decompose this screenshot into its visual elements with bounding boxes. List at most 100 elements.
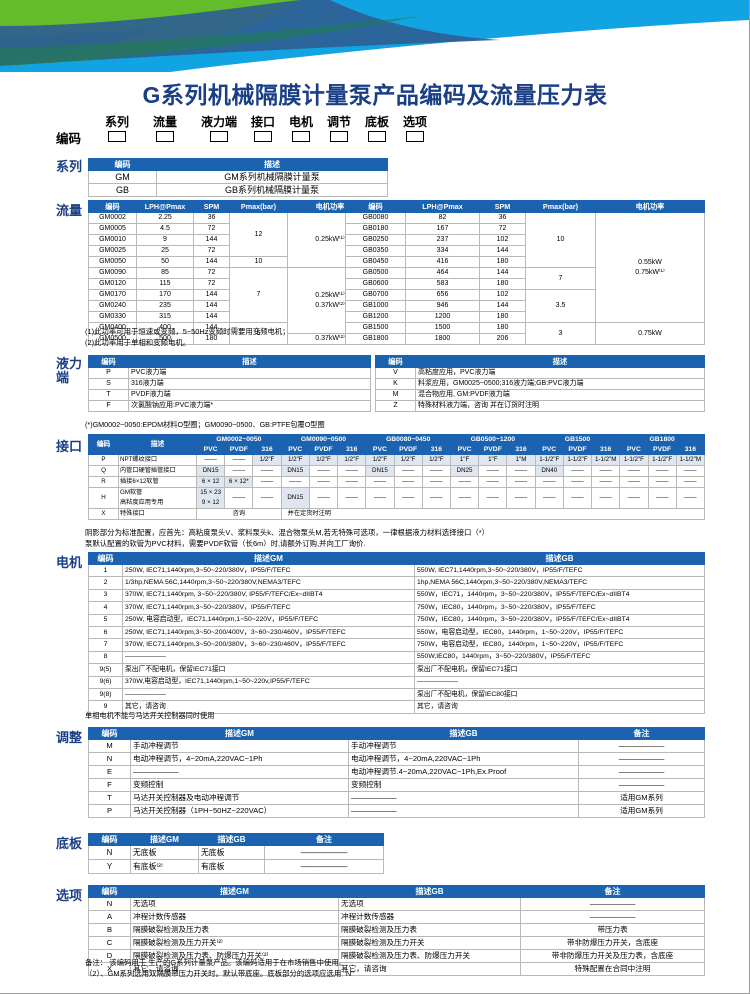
interface-col-desc: 描述 xyxy=(118,434,197,455)
liquid-end-code: M xyxy=(375,389,416,401)
series-table: 编码 描述 GM GM系列机械隔膜计量泵 GB GB系列机械隔膜计量泵 xyxy=(88,158,388,197)
option-desc-gb: 隔膜破裂检测及压力开关 xyxy=(338,936,521,950)
flow-lph: 2.25 xyxy=(136,212,194,224)
flow-lph: 115 xyxy=(136,278,194,290)
table-header-row: 编码 LPH@Pmax SPM Pmax(bar) 电机功率 xyxy=(345,200,705,213)
adjust-desc-gb: 手动冲程调节 xyxy=(348,739,579,753)
liquid-end-desc: PVDF液力端 xyxy=(128,389,371,401)
flow-lph: 170 xyxy=(136,289,194,301)
table-row: Y 有底板⁽²⁾ 有底板 —————— xyxy=(88,859,384,874)
interface-desc: 特殊接口 xyxy=(118,508,197,520)
motor-code: 9(5) xyxy=(88,663,123,677)
interface-value: —— xyxy=(506,476,536,488)
interface-material-header: 316 xyxy=(506,444,536,455)
interface-material-header: PVDF xyxy=(478,444,508,455)
flow-spm: 144 xyxy=(193,311,230,323)
adjust-desc-gb: 变频控制 xyxy=(348,778,579,792)
code-box-liquid-end[interactable] xyxy=(210,131,228,142)
code-box-option[interactable] xyxy=(406,131,424,142)
code-box-adjust[interactable] xyxy=(330,131,348,142)
interface-value: 6 × 12* xyxy=(224,476,254,488)
interface-value: 1/2"F xyxy=(308,454,339,466)
section-adjust: 调整 编码 描述GM 描述GB 备注 M 手动冲程调节 手动冲程调节 —————— N 电… xyxy=(56,727,705,818)
interface-value: 1-1/2"F xyxy=(534,454,564,466)
table-row: X 其它，请咨询 其它，请咨询 特殊配置在合同中注明 xyxy=(88,962,705,976)
option-code: D xyxy=(88,949,131,963)
interface-value: —— xyxy=(675,476,706,488)
flow-spm: 144 xyxy=(193,300,230,312)
flow-spm: 144 xyxy=(479,245,526,257)
motor-desc-gb: 1hp,NEMA 56C,1440rpm,3~50~220/380V,NEMA3… xyxy=(414,576,705,590)
code-box-motor[interactable] xyxy=(292,131,310,142)
code-box-interface[interactable] xyxy=(254,131,272,142)
table-row: 9 其它，请咨询 其它，请咨询 xyxy=(88,700,705,714)
option-remark: —————— xyxy=(520,910,705,924)
flow-lph: 1200 xyxy=(405,311,480,323)
section-liquid-end: 液力 端 编码 描述 P PVC液力端 S 316液力端 T PVDF液力端 F 次氯酸钠应用… xyxy=(56,355,705,412)
interface-value: —— xyxy=(619,487,649,509)
interface-value: —— xyxy=(365,487,395,509)
table-row: 9(5) 泵出厂不配电机，保留IEC71接口 泵出厂不配电机，保留IEC71接口 xyxy=(88,663,705,677)
interface-value: —— xyxy=(421,476,451,488)
flow-code: GB1200 xyxy=(345,311,406,323)
base-desc-gm: 无底板 xyxy=(130,845,199,860)
liquid-end-code: T xyxy=(88,389,129,401)
section-interface: 接口 编码 描述 GM0002~0050 GM0090~0500 GB0080~0450… xyxy=(56,434,706,520)
table-row: GM GM系列机械隔膜计量泵 xyxy=(88,170,388,184)
adjust-desc-gm: 马达开关控制器及电动冲程调节 xyxy=(130,791,349,805)
flow-spm: 102 xyxy=(479,234,526,246)
interface-desc: 内管口硬管插管接口 xyxy=(118,465,197,477)
code-box-base[interactable] xyxy=(368,131,386,142)
section-label-interface: 接口 xyxy=(56,439,83,454)
table-row: P PVC液力端 xyxy=(88,367,371,379)
code-cell-option[interactable]: 选项 xyxy=(398,116,432,142)
code-box-series[interactable] xyxy=(108,131,126,142)
section-label-adjust: 调整 xyxy=(56,730,83,745)
motor-desc-gm: —————— xyxy=(122,650,415,665)
liquid-end-code: P xyxy=(88,367,129,379)
table-row: GM0025 25 72 xyxy=(88,245,373,257)
option-desc-gm: 隔膜破裂检测及压力表 xyxy=(130,923,339,937)
adjust-desc-gb: —————— xyxy=(348,804,579,818)
interface-value: —— xyxy=(506,465,536,477)
flow-pmax: 3 xyxy=(525,322,596,345)
interface-value: 1"F xyxy=(449,454,480,466)
code-cell-flow[interactable]: 流量 xyxy=(148,116,182,142)
table-row: GB0450 416 180 xyxy=(345,256,705,268)
code-cell-liquid-end[interactable]: 液力端 xyxy=(196,116,242,142)
section-label-liquid-end: 液力 端 xyxy=(56,356,83,385)
code-cell-adjust[interactable]: 调节 xyxy=(322,116,356,142)
code-box-flow[interactable] xyxy=(156,131,174,142)
interface-value: —— xyxy=(337,476,367,488)
motor-desc-gm: 250W, IEC71,1440rpm,3~50~200/400V，3~60~2… xyxy=(122,625,415,640)
table-header-row: 编码 描述GM 描述GB 备注 xyxy=(88,885,705,898)
interface-value: —— xyxy=(591,487,621,509)
code-cell-base[interactable]: 底板 xyxy=(360,116,394,142)
table-row: 4 370W, IEC71,1440rpm,3~50~220/380V，IP55/… xyxy=(88,601,705,615)
code-cell-motor[interactable]: 电机 xyxy=(284,116,318,142)
interface-value: —— xyxy=(562,465,593,477)
interface-value: —— xyxy=(224,465,254,477)
motor-desc-gm: 泵出厂不配电机，保留IEC71接口 xyxy=(122,663,415,677)
code-cell-interface[interactable]: 接口 xyxy=(246,116,280,142)
motor-desc-gm: 370W, IEC71,1440rpm,3~50~200/380V，3~60~2… xyxy=(122,638,415,652)
table-row: GB GB系列机械隔膜计量泵 xyxy=(88,183,388,197)
interface-value: —— xyxy=(224,454,254,466)
interface-value: 1-1/2"M xyxy=(675,454,706,466)
table-row: GB1000 946 144 xyxy=(345,300,705,312)
interface-code: P xyxy=(88,454,119,466)
code-cell-series[interactable]: 系列 xyxy=(100,116,134,142)
interface-value: DN40 xyxy=(534,465,564,477)
flow-code: GM0330 xyxy=(88,311,137,323)
table-row: R 插接6×12软管 6 × 12 6 × 12* —— —— —— —— —— —— —— —— ——… xyxy=(88,476,706,488)
interface-value: 1"F xyxy=(478,454,508,466)
interface-material-header: PVC xyxy=(619,444,649,455)
section-label-series: 系列 xyxy=(56,159,83,174)
adjust-remark: —————— xyxy=(578,752,705,766)
section-label-flow: 流量 xyxy=(56,203,83,218)
motor-desc-gm: —————— xyxy=(122,687,415,702)
interface-value: 1/2"F xyxy=(280,454,310,466)
section-label-motor: 电机 xyxy=(56,555,83,570)
liquid-end-code: V xyxy=(375,367,416,379)
